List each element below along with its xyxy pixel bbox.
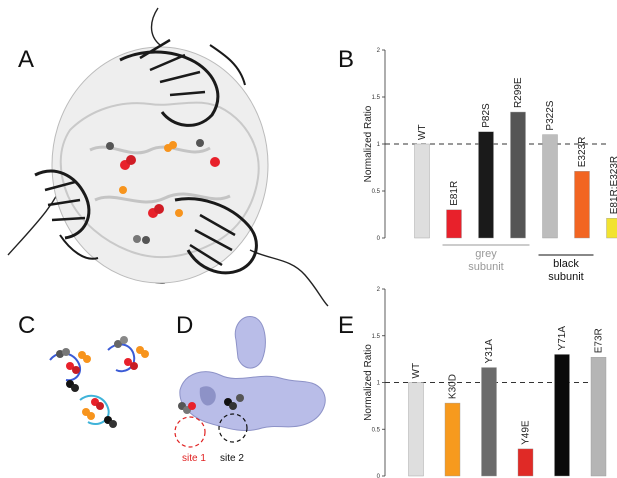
category-label: E323R (577, 137, 588, 168)
y-tick-label: 0 (377, 474, 381, 478)
panel-letter-b: B (338, 46, 355, 73)
group-label: subunit (468, 261, 503, 273)
chart-e: 0 0.5 1 1.5 2 Normalized Ratio WT K30D Y31A Y49E Y… (363, 287, 608, 478)
bar-wt (414, 143, 430, 239)
group-label: subunit (548, 271, 583, 283)
category-label: Y71A (557, 326, 568, 351)
category-label: WT (417, 124, 428, 140)
panel-c-structure (49, 336, 149, 428)
y-tick-label: 0 (377, 236, 381, 242)
panel-letter-e: E (338, 312, 355, 339)
bar-r299e (510, 111, 526, 239)
panel-letter-a: A (18, 46, 35, 73)
bar-e73r (590, 357, 607, 477)
panel-letter-c: C (18, 312, 36, 339)
bar-y31a (481, 367, 497, 477)
bar-wt (408, 382, 424, 477)
category-label: Y31A (484, 339, 495, 364)
category-label: R299E (513, 77, 524, 108)
category-label: P82S (481, 103, 492, 128)
y-tick-label: 1.5 (372, 334, 381, 340)
y-tick-label: 0.5 (372, 427, 381, 433)
bar-y49e (517, 448, 534, 477)
category-label: K30D (448, 374, 459, 399)
y-axis-label: Normalized Ratio (363, 344, 374, 421)
category-label: E73R (594, 328, 605, 353)
bar-y71a (554, 354, 570, 477)
group-label: black (553, 258, 579, 270)
category-label: Y49E (521, 420, 532, 445)
category-label: P322S (545, 100, 556, 130)
chart-b: 0 0.5 1 1.5 2 Normalized Ratio WT E81R P82S R299E… (363, 48, 617, 283)
category-label: E81R (449, 181, 460, 206)
bar-k30d (444, 402, 461, 477)
y-tick-label: 0.5 (372, 189, 381, 195)
group-label: grey (475, 248, 497, 260)
panel-letter-d: D (176, 312, 194, 339)
y-tick-label: 1 (377, 142, 381, 148)
bar-e323r (574, 171, 590, 239)
bar-p322s (542, 134, 558, 239)
y-tick-label: 1 (377, 381, 381, 387)
site-2-label: site 2 (220, 453, 244, 464)
panel-a-structure (7, 7, 329, 307)
y-tick-label: 2 (377, 287, 381, 293)
category-label: WT (411, 363, 422, 379)
bar-p82s (478, 131, 494, 239)
panel-d-structure (174, 316, 326, 448)
category-label: E81R:E323R (609, 156, 617, 214)
bar-e81r (446, 209, 462, 239)
site-1-label: site 1 (182, 453, 206, 464)
bar-e81r-e323r (606, 218, 617, 239)
y-axis-label: Normalized Ratio (363, 105, 374, 182)
y-tick-label: 2 (377, 48, 381, 54)
y-tick-label: 1.5 (372, 95, 381, 101)
